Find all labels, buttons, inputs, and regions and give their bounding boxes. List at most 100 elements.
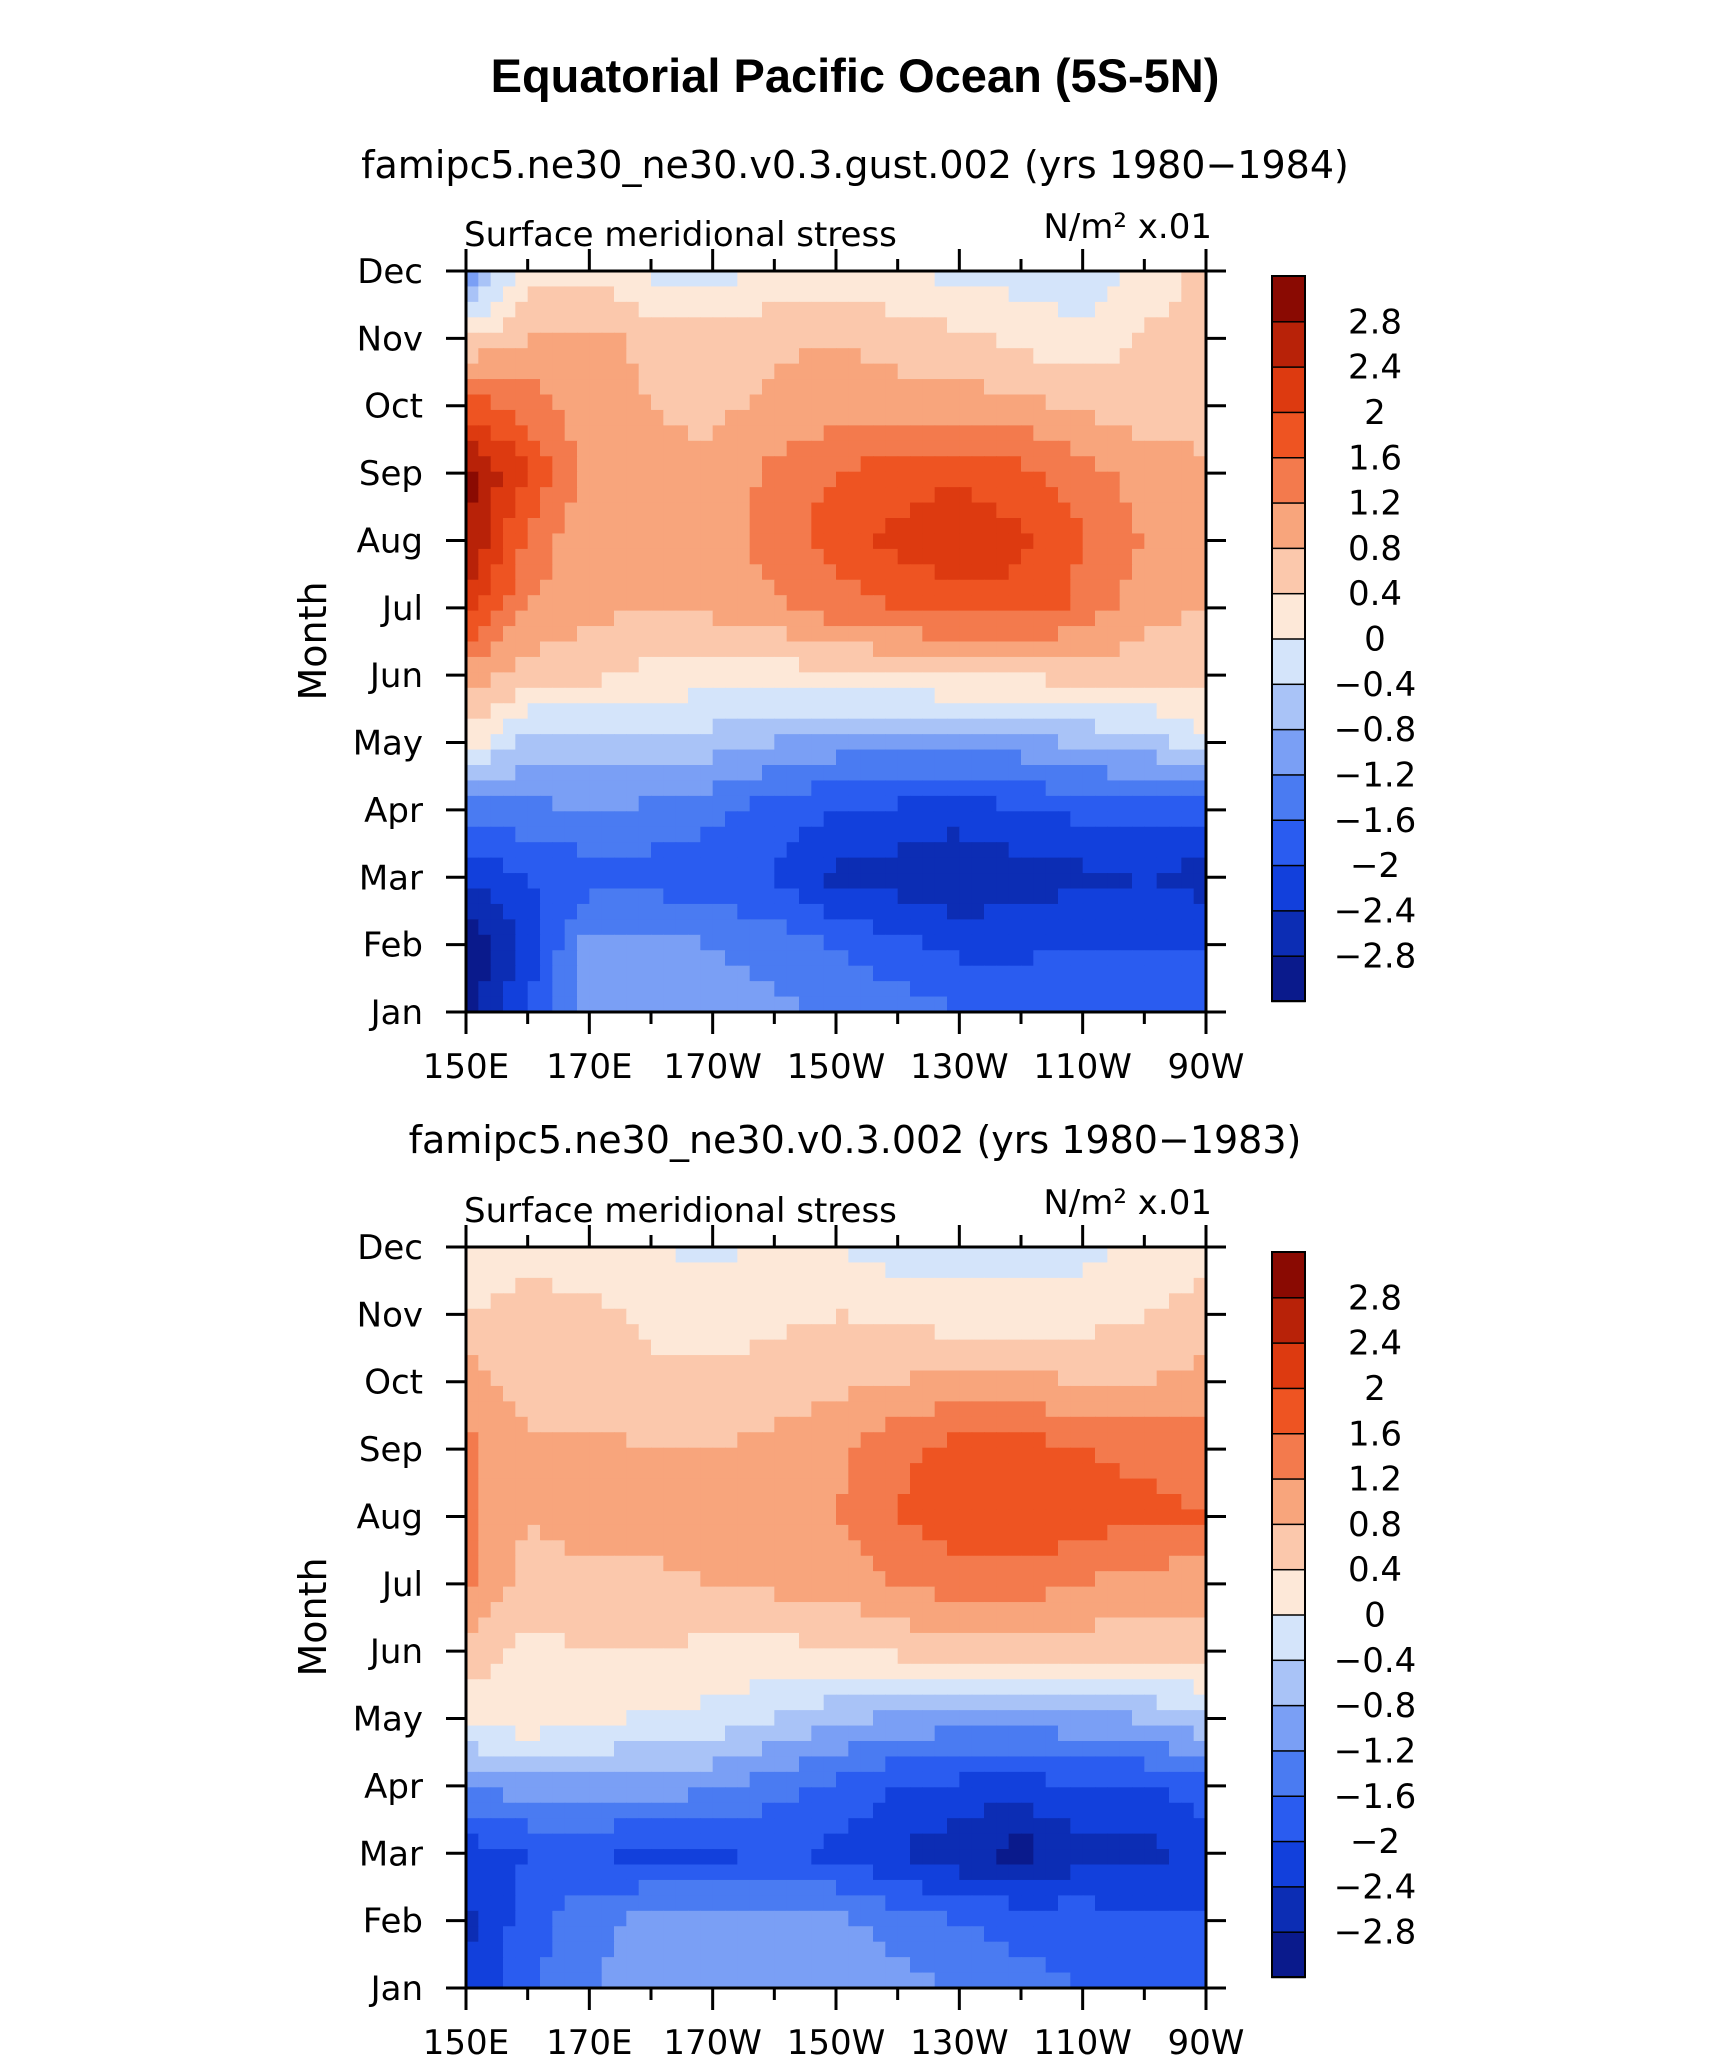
- heatmap-cell: [1083, 379, 1096, 395]
- heatmap-cell: [589, 1355, 602, 1371]
- heatmap-cell: [1058, 1525, 1071, 1541]
- heatmap-cell: [1046, 410, 1059, 426]
- heatmap-cell: [1033, 1417, 1046, 1433]
- heatmap-cell: [552, 1509, 565, 1525]
- heatmap-cell: [528, 1587, 541, 1603]
- heatmap-cell: [725, 1571, 738, 1587]
- heatmap-cell: [774, 750, 787, 766]
- heatmap-cell: [1144, 981, 1157, 997]
- heatmap-cell: [1107, 611, 1120, 627]
- heatmap-cell: [885, 1602, 898, 1618]
- heatmap-cell: [1169, 503, 1182, 519]
- heatmap-cell: [1107, 1324, 1120, 1340]
- heatmap-cell: [885, 1509, 898, 1525]
- heatmap-cell: [725, 672, 738, 688]
- heatmap-cell: [984, 935, 997, 951]
- heatmap-cell: [1157, 1432, 1170, 1448]
- heatmap-cell: [589, 950, 602, 966]
- heatmap-cell: [935, 364, 948, 380]
- heatmap-cell: [688, 302, 701, 318]
- heatmap-cell: [676, 503, 689, 519]
- heatmap-cell: [466, 1633, 479, 1649]
- heatmap-cell: [947, 1618, 960, 1634]
- heatmap-cell: [1181, 842, 1194, 858]
- heatmap-cell: [676, 1386, 689, 1402]
- heatmap-cell: [676, 688, 689, 704]
- heatmap-cell: [676, 1448, 689, 1464]
- heatmap-cell: [848, 1355, 861, 1371]
- heatmap-cell: [577, 580, 590, 596]
- heatmap-cell: [996, 425, 1009, 441]
- heatmap-cell: [898, 1556, 911, 1572]
- heatmap-cell: [1058, 348, 1071, 364]
- heatmap-cell: [540, 765, 553, 781]
- heatmap-cell: [713, 1247, 726, 1263]
- heatmap-cell: [959, 1293, 972, 1309]
- heatmap-cell: [577, 1494, 590, 1510]
- heatmap-cell: [602, 950, 615, 966]
- heatmap-cell: [626, 595, 639, 611]
- heatmap-cell: [478, 1571, 491, 1587]
- heatmap-cell: [1120, 1262, 1133, 1278]
- heatmap-cell: [1070, 1432, 1083, 1448]
- heatmap-cell: [577, 1309, 590, 1325]
- heatmap-cell: [1046, 595, 1059, 611]
- heatmap-cell: [947, 472, 960, 488]
- heatmap-cell: [1120, 1386, 1133, 1402]
- heatmap-cell: [700, 1494, 713, 1510]
- heatmap-cell: [1107, 1463, 1120, 1479]
- heatmap-cell: [614, 765, 627, 781]
- heatmap-cell: [873, 441, 886, 457]
- heatmap-cell: [984, 1509, 997, 1525]
- heatmap-cell: [737, 395, 750, 411]
- units-label: N/m² x.01: [1043, 207, 1212, 247]
- heatmap-cell: [947, 997, 960, 1013]
- heatmap-cell: [725, 780, 738, 796]
- heatmap-cell: [1046, 425, 1059, 441]
- heatmap-cell: [1070, 1633, 1083, 1649]
- heatmap-cell: [1083, 1324, 1096, 1340]
- heatmap-cell: [466, 904, 479, 920]
- heatmap-cell: [737, 533, 750, 549]
- heatmap-cell: [824, 1726, 837, 1742]
- heatmap-cell: [1157, 441, 1170, 457]
- heatmap-cell: [466, 1293, 479, 1309]
- heatmap-cell: [848, 750, 861, 766]
- heatmap-cell: [799, 1710, 812, 1726]
- heatmap-cell: [959, 919, 972, 935]
- heatmap-cell: [910, 333, 923, 349]
- heatmap-cell: [639, 811, 652, 827]
- heatmap-cell: [725, 842, 738, 858]
- heatmap-cell: [898, 997, 911, 1013]
- heatmap-cell: [577, 317, 590, 333]
- heatmap-cell: [663, 672, 676, 688]
- heatmap-cell: [898, 1602, 911, 1618]
- heatmap-cell: [503, 611, 516, 627]
- heatmap-cell: [762, 1571, 775, 1587]
- heatmap-cell: [898, 1309, 911, 1325]
- heatmap-cell: [700, 1262, 713, 1278]
- heatmap-cell: [984, 1324, 997, 1340]
- heatmap-cell: [1107, 672, 1120, 688]
- heatmap-cell: [565, 271, 578, 287]
- heatmap-cell: [1107, 1726, 1120, 1742]
- heatmap-cell: [725, 1417, 738, 1433]
- heatmap-cell: [688, 271, 701, 287]
- heatmap-cell: [799, 1432, 812, 1448]
- heatmap-cell: [676, 1355, 689, 1371]
- heatmap-cell: [1120, 1540, 1133, 1556]
- heatmap-cell: [861, 734, 874, 750]
- heatmap-cell: [515, 750, 528, 766]
- heatmap-cell: [787, 487, 800, 503]
- heatmap-cell: [1107, 1556, 1120, 1572]
- heatmap-cell: [1009, 935, 1022, 951]
- heatmap-cell: [676, 1602, 689, 1618]
- heatmap-cell: [873, 425, 886, 441]
- heatmap-cell: [737, 935, 750, 951]
- heatmap-cell: [1046, 1371, 1059, 1387]
- heatmap-cell: [737, 1278, 750, 1294]
- heatmap-cell: [713, 595, 726, 611]
- heatmap-cell: [676, 1340, 689, 1356]
- heatmap-cell: [1021, 1726, 1034, 1742]
- heatmap-cell: [503, 1525, 516, 1541]
